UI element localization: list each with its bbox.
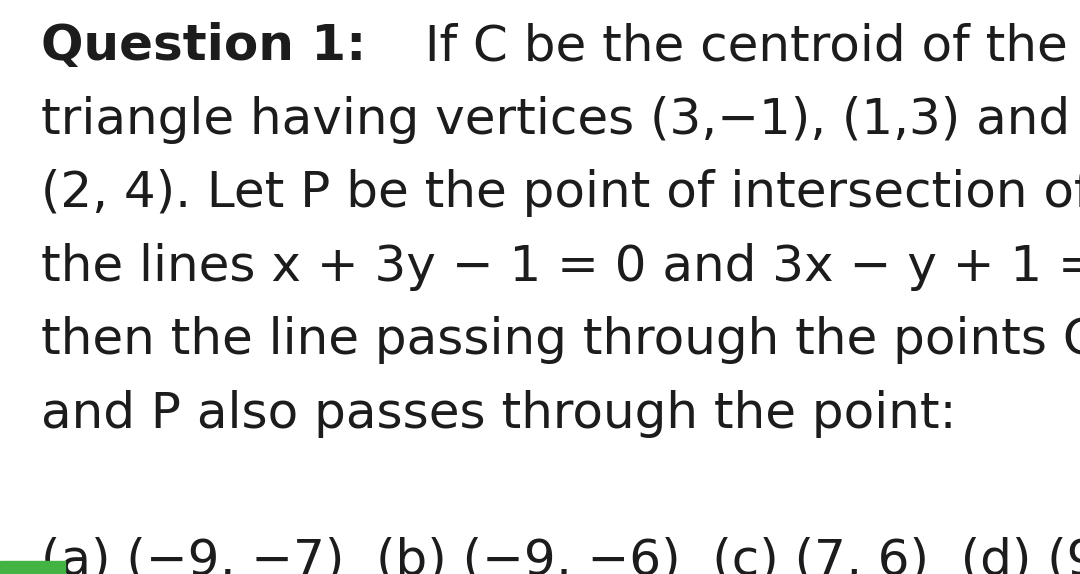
Text: triangle having vertices (3,−1), (1,3) and: triangle having vertices (3,−1), (1,3) a…: [41, 96, 1070, 144]
Text: (2, 4). Let P be the point of intersection of: (2, 4). Let P be the point of intersecti…: [41, 169, 1080, 217]
Text: and P also passes through the point:: and P also passes through the point:: [41, 390, 957, 437]
Text: (a) (−9, −7)  (b) (−9, −6)  (c) (7, 6)  (d) (9, 7): (a) (−9, −7) (b) (−9, −6) (c) (7, 6) (d)…: [41, 537, 1080, 574]
Text: then the line passing through the points C: then the line passing through the points…: [41, 316, 1080, 364]
Text: If C be the centroid of the: If C be the centroid of the: [409, 22, 1068, 70]
Text: Question 1:: Question 1:: [41, 22, 366, 70]
Text: the lines x + 3y − 1 = 0 and 3x − y + 1 = 0,: the lines x + 3y − 1 = 0 and 3x − y + 1 …: [41, 243, 1080, 290]
